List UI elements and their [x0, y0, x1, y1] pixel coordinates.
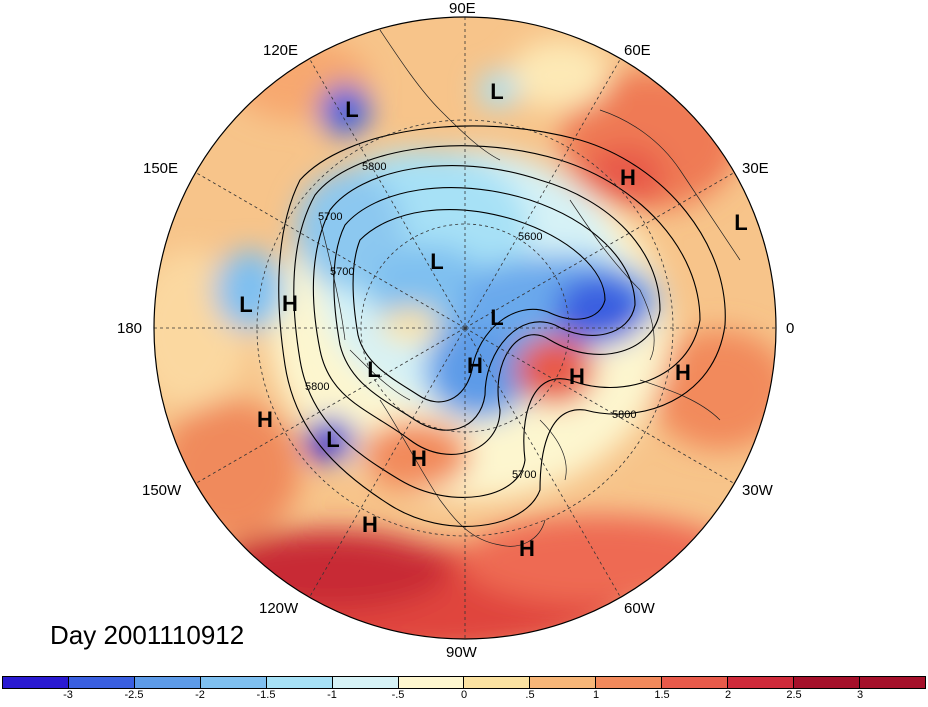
contour-label: 5800: [362, 161, 386, 173]
contour-label: 5800: [612, 409, 636, 421]
colorbar: [2, 676, 926, 689]
colorbar-segment: [332, 677, 399, 688]
colorbar-segment: [794, 677, 860, 688]
lon-label-150w: 150W: [142, 482, 182, 499]
pressure-center-high: H: [620, 165, 636, 190]
colorbar-segment: [134, 677, 201, 688]
colorbar-segment: [68, 677, 135, 688]
colorbar-segment: [3, 677, 69, 688]
contour-label: 5700: [330, 266, 354, 278]
map-border: [153, 16, 777, 640]
contour-label: 5600: [518, 231, 542, 243]
lon-label-30e: 30E: [742, 160, 769, 177]
graticule: [154, 17, 776, 639]
colorbar-tick-label: 2.5: [786, 689, 802, 701]
colorbar-tick-label: 2: [724, 689, 732, 701]
lon-label-60e: 60E: [624, 42, 651, 59]
pressure-center-high: H: [675, 360, 691, 385]
pressure-center-high: H: [282, 291, 298, 316]
pressure-center-high: H: [411, 446, 427, 471]
pressure-center-high: H: [519, 536, 535, 561]
colorbar-ticks: -3 -2.5 -2 -1.5 -1 -.5 0 .5 1 1.5 2 2.5 3: [2, 689, 926, 702]
contour-label: 5700: [512, 469, 536, 481]
colorbar-segment: [596, 677, 663, 688]
contour-label: 5700: [318, 211, 342, 223]
pressure-center-low: L: [345, 97, 359, 122]
colorbar-tick-label: -3: [63, 689, 73, 701]
colorbar-tick-label: .5: [525, 689, 535, 701]
lon-label-180: 180: [117, 320, 143, 337]
colorbar-tick-label: -2.5: [124, 689, 144, 701]
pressure-center-low: L: [326, 427, 340, 452]
colorbar-tick-label: -.5: [391, 689, 405, 701]
colorbar-segment: [859, 677, 925, 688]
colorbar-tick-label: -2: [195, 689, 205, 701]
contour-labels: 5800 5700 5600 5800 5700 5800 5700: [305, 161, 636, 481]
lon-label-150e: 150E: [143, 160, 179, 177]
height-contours: [278, 125, 726, 527]
colorbar-segment: [200, 677, 267, 688]
lon-label-0: 0: [786, 320, 795, 337]
contour-label: 5800: [305, 381, 329, 393]
pressure-center-low: L: [239, 292, 253, 317]
colorbar-segment: [266, 677, 333, 688]
colorbar-segment: [728, 677, 795, 688]
colorbar-segment: [662, 677, 729, 688]
pressure-center-low: L: [367, 357, 381, 382]
lon-label-90e: 90E: [449, 0, 476, 17]
pressure-center-high: H: [362, 512, 378, 537]
pressure-center-low: L: [490, 305, 504, 330]
pressure-center-high: H: [257, 407, 273, 432]
colorbar-tick-label: 3: [856, 689, 864, 701]
colorbar-segment: [530, 677, 597, 688]
lon-label-30w: 30W: [742, 482, 773, 499]
colorbar-tick-label: -1: [327, 689, 337, 701]
colorbar-segment: [464, 677, 531, 688]
pressure-center-high: H: [569, 364, 585, 389]
pressure-center-low: L: [430, 249, 444, 274]
pressure-center-low: L: [490, 79, 504, 104]
lon-label-120w: 120W: [259, 600, 299, 617]
colorbar-tick-label: 0: [460, 689, 468, 701]
colorbar-tick-label: -1.5: [256, 689, 276, 701]
lon-label-60w: 60W: [624, 600, 655, 617]
colorbar-tick-label: 1.5: [654, 689, 670, 701]
colorbar-segment: [398, 677, 465, 688]
map-title: Day 2001110912: [50, 620, 245, 650]
pressure-center-low: L: [734, 210, 748, 235]
coastlines: [319, 29, 741, 547]
colorbar-tick-label: 1: [592, 689, 600, 701]
anomaly-field: 5800 5700 5600 5800 5700 5800 5700: [154, 17, 776, 639]
pressure-center-low: H: [467, 353, 483, 378]
lon-label-120e: 120E: [263, 42, 299, 59]
lon-label-90w: 90W: [446, 644, 477, 661]
